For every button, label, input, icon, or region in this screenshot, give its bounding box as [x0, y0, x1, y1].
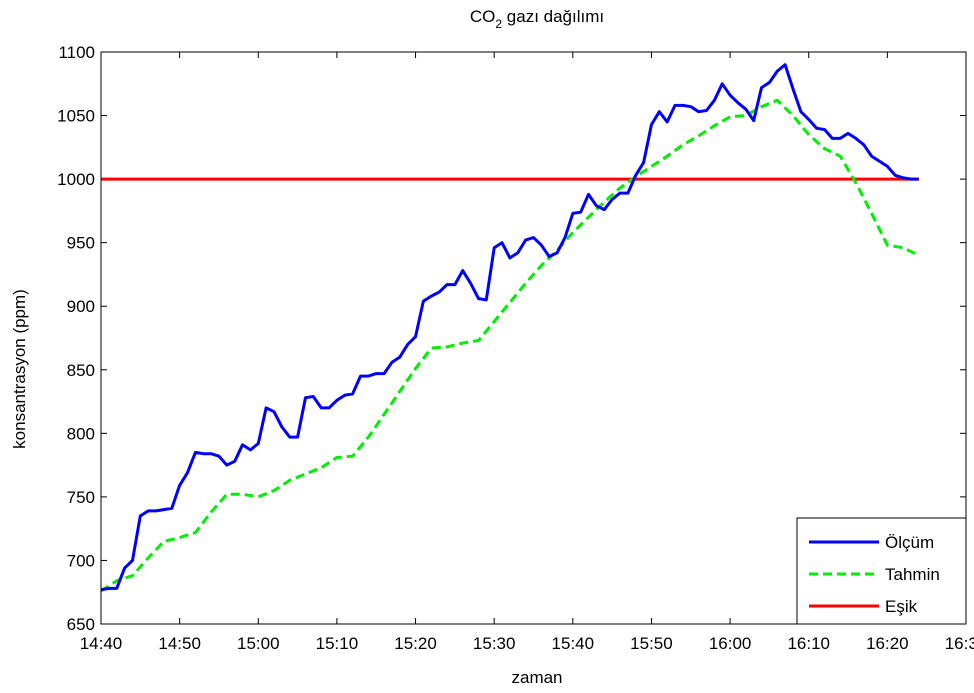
y-tick-label: 850 [67, 361, 95, 380]
x-tick-label: 15:40 [552, 634, 595, 653]
plot-series [100, 63, 920, 593]
x-tick-label: 16:20 [866, 634, 909, 653]
x-tick-label: 16:30 [945, 634, 974, 653]
y-tick-labels: 650 700 750 800 850 900 950 1000 1050 1100 [57, 43, 95, 634]
y-tick-label: 800 [67, 424, 95, 443]
x-tick-label: 15:20 [394, 634, 437, 653]
legend: Ölçüm Tahmin Eşik [796, 517, 967, 625]
x-tick-label: 14:50 [158, 634, 201, 653]
y-tick-label: 900 [67, 297, 95, 316]
x-tick-label: 14:40 [80, 634, 123, 653]
x-tick-label: 15:30 [473, 634, 516, 653]
y-tick-label: 750 [67, 488, 95, 507]
y-tick-label: 650 [67, 615, 95, 634]
x-tick-labels: 14:40 14:50 15:00 15:10 15:20 15:30 15:40 15:50… [80, 634, 974, 653]
y-tick-label: 700 [67, 551, 95, 570]
x-tick-label: 15:00 [237, 634, 280, 653]
legend-label-1: Ölçüm [885, 533, 934, 552]
x-tick-label: 16:00 [709, 634, 752, 653]
chart-title: CO2 gazı dağılımı [470, 7, 604, 31]
y-tick-label: 1100 [58, 43, 95, 62]
y-tick-label: 950 [67, 234, 95, 253]
plot-frame [100, 51, 967, 625]
x-tick-label: 15:50 [630, 634, 673, 653]
y-tick-label: 1050 [57, 107, 95, 126]
legend-label-2: Tahmin [885, 565, 940, 584]
series-line-1 [100, 63, 919, 592]
y-axis-label: konsantrasyon (ppm) [10, 289, 29, 449]
x-tick-label: 16:10 [787, 634, 830, 653]
x-axis-label: zaman [511, 668, 562, 687]
series-line-2 [100, 98, 920, 593]
legend-box [796, 517, 967, 625]
y-tick-label: 1000 [57, 170, 95, 189]
x-tick-label: 15:10 [316, 634, 359, 653]
legend-label-3: Eşik [885, 597, 918, 616]
